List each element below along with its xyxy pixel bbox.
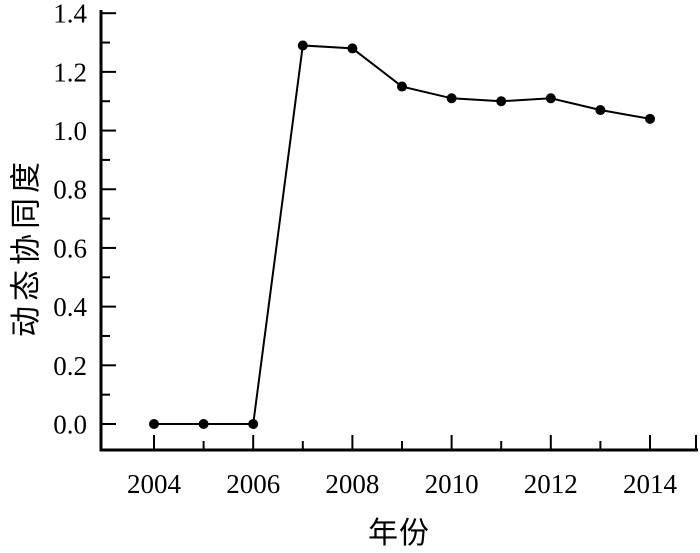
x-tick-label: 2004 bbox=[127, 469, 182, 499]
x-tick-label: 2006 bbox=[226, 469, 280, 499]
data-point bbox=[496, 96, 507, 107]
data-point bbox=[645, 113, 655, 124]
data-point bbox=[198, 419, 209, 429]
x-tick-label: 2008 bbox=[325, 469, 379, 499]
y-tick-label: 0.8 bbox=[53, 175, 87, 205]
x-axis-title: 年份 bbox=[368, 517, 430, 550]
y-tick-label: 1.0 bbox=[53, 116, 87, 146]
data-point bbox=[545, 93, 556, 104]
y-tick-label: 0.6 bbox=[53, 233, 87, 263]
data-point bbox=[297, 40, 308, 51]
y-tick-label: 0.0 bbox=[53, 409, 87, 439]
y-axis-title: 动态协同度 bbox=[8, 157, 44, 337]
y-tick-label: 0.4 bbox=[53, 292, 87, 322]
x-tick-label: 2012 bbox=[524, 469, 578, 499]
data-point bbox=[446, 93, 457, 104]
data-point bbox=[347, 43, 358, 54]
data-point bbox=[248, 419, 259, 429]
y-tick-label: 1.4 bbox=[53, 0, 87, 29]
y-tick-label: 0.2 bbox=[53, 351, 87, 381]
y-tick-label: 1.2 bbox=[53, 57, 87, 87]
data-point bbox=[595, 105, 606, 116]
data-point bbox=[397, 81, 407, 92]
x-tick-label: 2010 bbox=[425, 469, 479, 499]
x-tick-label: 2014 bbox=[623, 469, 678, 499]
data-point bbox=[149, 419, 159, 429]
